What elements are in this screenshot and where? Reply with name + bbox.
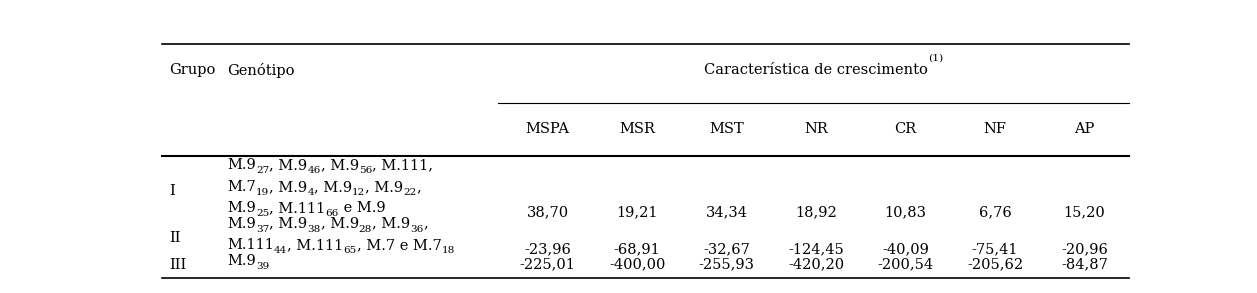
- Text: , M.9: , M.9: [269, 159, 308, 172]
- Text: -40,09: -40,09: [882, 242, 929, 256]
- Text: 65: 65: [343, 246, 357, 255]
- Text: 44: 44: [274, 246, 288, 255]
- Text: AP: AP: [1075, 122, 1095, 136]
- Text: 10,83: 10,83: [885, 205, 926, 219]
- Text: 28: 28: [358, 225, 372, 234]
- Text: -84,87: -84,87: [1061, 258, 1109, 272]
- Text: , M.111: , M.111: [269, 201, 326, 215]
- Text: 56: 56: [358, 166, 372, 176]
- Text: CR: CR: [895, 122, 916, 136]
- Text: -20,96: -20,96: [1061, 242, 1109, 256]
- Text: 19,21: 19,21: [616, 205, 657, 219]
- Text: -23,96: -23,96: [524, 242, 571, 256]
- Text: -205,62: -205,62: [967, 258, 1023, 272]
- Text: -225,01: -225,01: [519, 258, 576, 272]
- Text: -32,67: -32,67: [703, 242, 750, 256]
- Text: 4: 4: [308, 188, 314, 197]
- Text: , M.9: , M.9: [372, 217, 410, 231]
- Text: 46: 46: [308, 166, 321, 176]
- Text: 66: 66: [326, 209, 339, 218]
- Text: , M.111: , M.111: [288, 238, 343, 252]
- Text: ,: ,: [417, 180, 421, 194]
- Text: 18: 18: [441, 246, 455, 255]
- Text: I: I: [168, 184, 175, 198]
- Text: M.7: M.7: [228, 180, 256, 194]
- Text: -68,91: -68,91: [613, 242, 661, 256]
- Text: 25: 25: [256, 209, 269, 218]
- Text: 12: 12: [352, 188, 366, 197]
- Text: (1): (1): [928, 53, 943, 62]
- Text: e M.9: e M.9: [339, 201, 386, 215]
- Text: , M.9: , M.9: [321, 217, 358, 231]
- Text: ,: ,: [424, 217, 429, 231]
- Text: 38,70: 38,70: [527, 205, 568, 219]
- Text: 27: 27: [256, 166, 269, 176]
- Text: M.9: M.9: [228, 159, 256, 172]
- Text: M.9: M.9: [228, 201, 256, 215]
- Text: III: III: [168, 258, 186, 272]
- Text: MSPA: MSPA: [525, 122, 569, 136]
- Text: M.9: M.9: [228, 254, 256, 268]
- Text: Grupo: Grupo: [168, 63, 215, 77]
- Text: 36: 36: [410, 225, 424, 234]
- Text: , M.7 e M.7: , M.7 e M.7: [357, 238, 441, 252]
- Text: 19: 19: [256, 188, 269, 197]
- Text: MST: MST: [709, 122, 744, 136]
- Text: , M.9: , M.9: [269, 217, 308, 231]
- Text: M.111: M.111: [228, 238, 274, 252]
- Text: 38: 38: [308, 225, 321, 234]
- Text: -400,00: -400,00: [608, 258, 665, 272]
- Text: , M.9: , M.9: [269, 180, 308, 194]
- Text: 18,92: 18,92: [796, 205, 837, 219]
- Text: , M.9: , M.9: [321, 159, 358, 172]
- Text: MSR: MSR: [620, 122, 655, 136]
- Text: , M.111,: , M.111,: [372, 159, 432, 172]
- Text: II: II: [168, 231, 180, 246]
- Text: , M.9: , M.9: [366, 180, 403, 194]
- Text: Característica de crescimento: Característica de crescimento: [704, 63, 928, 77]
- Text: -75,41: -75,41: [972, 242, 1018, 256]
- Text: -420,20: -420,20: [788, 258, 845, 272]
- Text: -200,54: -200,54: [877, 258, 934, 272]
- Text: 39: 39: [256, 262, 269, 271]
- Text: 22: 22: [403, 188, 417, 197]
- Text: , M.9: , M.9: [314, 180, 352, 194]
- Text: -255,93: -255,93: [699, 258, 754, 272]
- Text: M.9: M.9: [228, 217, 256, 231]
- Text: -124,45: -124,45: [788, 242, 843, 256]
- Text: 6,76: 6,76: [979, 205, 1012, 219]
- Text: 15,20: 15,20: [1063, 205, 1105, 219]
- Text: Genótipo: Genótipo: [228, 63, 294, 78]
- Text: 37: 37: [256, 225, 269, 234]
- Text: NR: NR: [804, 122, 828, 136]
- Text: NF: NF: [984, 122, 1007, 136]
- Text: 34,34: 34,34: [705, 205, 748, 219]
